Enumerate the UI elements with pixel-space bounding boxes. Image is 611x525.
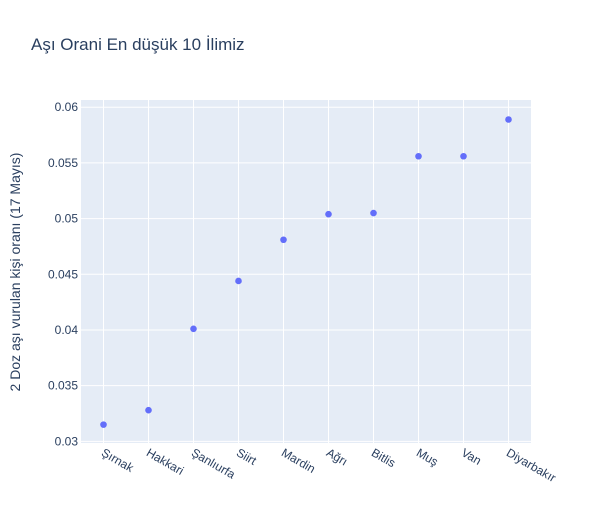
data-point bbox=[100, 421, 107, 428]
x-tick-label: Diyarbakır bbox=[504, 445, 558, 484]
x-tick-label: Siirt bbox=[234, 445, 259, 468]
x-tick-label: Ağrı bbox=[324, 445, 350, 468]
data-point bbox=[415, 152, 422, 160]
data-point bbox=[370, 209, 377, 217]
x-tick-label: Mardin bbox=[279, 445, 318, 475]
data-point bbox=[190, 325, 197, 333]
chart-title: Aşı Orani En düşük 10 İlimiz bbox=[31, 35, 245, 54]
data-point bbox=[505, 116, 512, 123]
y-gridlines bbox=[81, 106, 531, 442]
data-point bbox=[235, 277, 242, 285]
y-tick-label: 0.06 bbox=[55, 100, 79, 114]
x-tick-label: Muş bbox=[414, 445, 441, 468]
y-axis-title: 2 Doz aşı vurulan kişi oranı (17 Mayıs) bbox=[7, 153, 23, 392]
x-tick-label: Van bbox=[459, 445, 484, 467]
y-tick-label: 0.045 bbox=[48, 267, 78, 281]
x-tick-label: Hakkari bbox=[144, 445, 186, 477]
x-tick-label: Şanlıurfa bbox=[189, 445, 238, 481]
y-tick-label: 0.055 bbox=[48, 156, 78, 170]
data-point bbox=[280, 236, 287, 244]
data-point bbox=[145, 406, 152, 414]
x-tick-label: Şırnak bbox=[99, 445, 137, 475]
data-points bbox=[100, 116, 512, 428]
y-tick-label: 0.05 bbox=[55, 212, 79, 226]
data-point bbox=[325, 210, 332, 218]
y-tick-label: 0.035 bbox=[48, 379, 78, 393]
y-tick-label: 0.03 bbox=[55, 434, 79, 448]
data-point bbox=[460, 152, 467, 160]
y-tick-label: 0.04 bbox=[55, 323, 79, 337]
y-tick-labels: 0.03 0.035 0.04 0.045 0.05 0.055 0.06 bbox=[48, 100, 78, 448]
x-tick-label: Bitlis bbox=[369, 445, 398, 470]
